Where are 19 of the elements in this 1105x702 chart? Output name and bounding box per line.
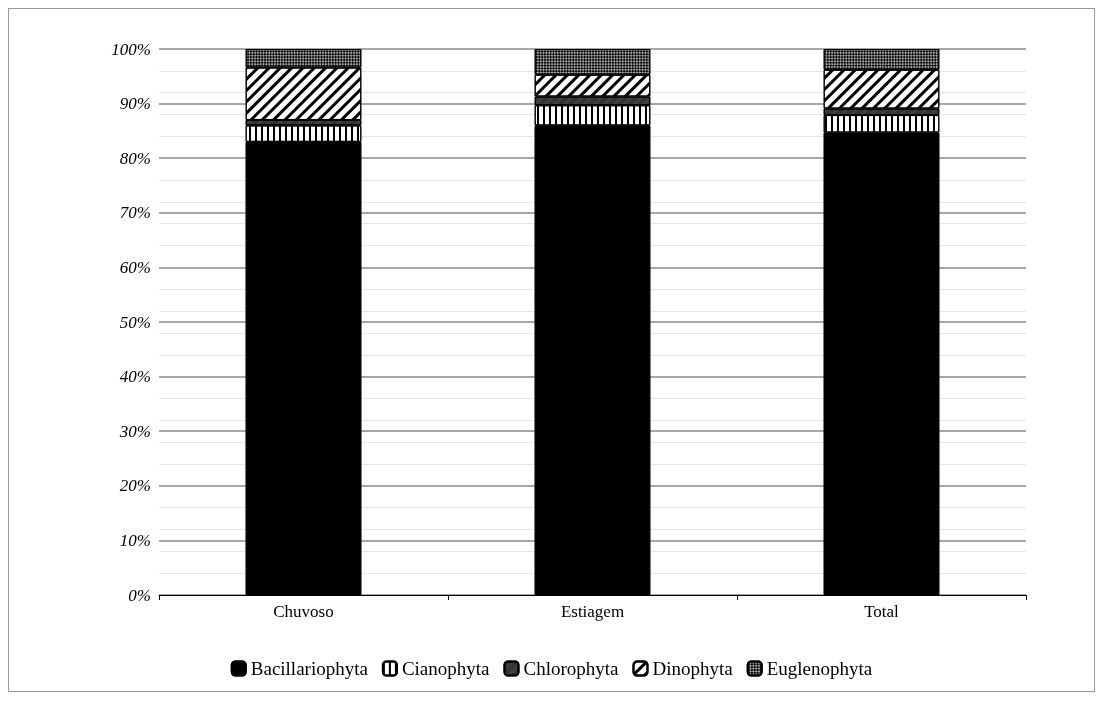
y-tick-label: 100% xyxy=(111,39,151,59)
y-tick-label: 80% xyxy=(119,148,151,168)
legend-label: Cianophyta xyxy=(401,658,491,679)
legend-label: Euglenophyta xyxy=(766,658,873,679)
x-tick-label: Chuvoso xyxy=(273,602,334,621)
y-tick-label: 50% xyxy=(119,312,151,332)
y-tick-label: 40% xyxy=(119,367,151,387)
y-tick-label: 20% xyxy=(119,476,151,496)
y-tick-label: 30% xyxy=(118,421,151,441)
y-tick-label: 0% xyxy=(128,585,151,605)
y-tick-label: 60% xyxy=(119,257,151,277)
legend-label: Chlorophyta xyxy=(523,658,620,679)
x-tick-label: Estiagem xyxy=(560,602,625,621)
legend-label: Bacillariophyta xyxy=(250,658,369,679)
y-tick-label: 90% xyxy=(119,94,151,114)
y-tick-label: 70% xyxy=(119,203,151,223)
y-tick-label: 10% xyxy=(119,530,151,550)
x-tick-label: Total xyxy=(864,602,900,621)
legend-label: Dinophyta xyxy=(652,658,734,679)
